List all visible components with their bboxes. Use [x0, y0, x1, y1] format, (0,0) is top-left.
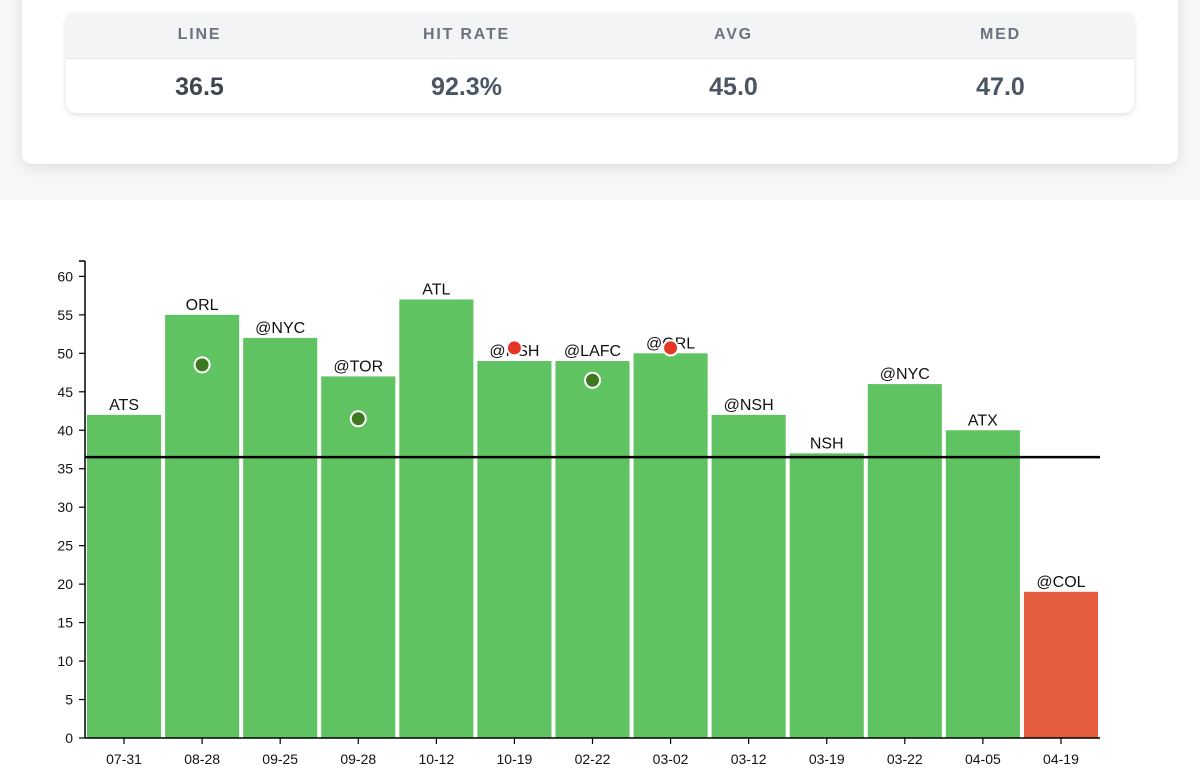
x-tick-label: 03-02 [653, 751, 689, 767]
y-tick-label: 20 [57, 576, 73, 592]
marker-08-28 [193, 356, 211, 374]
bar-label-03-22: @NYC [880, 366, 930, 383]
x-tick-label: 09-25 [262, 751, 298, 767]
bar-09-25 [243, 337, 318, 738]
y-tick-label: 15 [57, 615, 73, 631]
marker-10-19 [505, 339, 523, 357]
bar-label-07-31: ATS [109, 397, 139, 414]
y-tick-label: 40 [57, 422, 73, 438]
x-tick-label: 10-19 [497, 751, 533, 767]
bar-label-04-19: @COL [1036, 574, 1085, 591]
x-tick-label: 02-22 [575, 751, 611, 767]
y-tick-label: 25 [57, 538, 73, 554]
bar-03-02 [633, 353, 708, 738]
marker-09-28 [349, 410, 367, 428]
x-tick-label: 03-22 [887, 751, 923, 767]
stats-header-hit-rate: HIT RATE [423, 26, 510, 43]
stats-table: LINE HIT RATE AVG MED 36.5 92.3% 45.0 47… [66, 12, 1134, 113]
y-tick-label: 10 [57, 653, 73, 669]
bar-label-09-28: @TOR [333, 358, 383, 375]
bar-10-12 [399, 299, 474, 738]
x-tick-label: 04-05 [965, 751, 1001, 767]
marker-03-02 [662, 339, 680, 357]
bar-label-04-05: ATX [968, 412, 998, 429]
stats-header-med: MED [980, 26, 1021, 43]
y-tick-label: 35 [57, 461, 73, 477]
stats-header-row: LINE HIT RATE AVG MED [66, 12, 1134, 59]
bar-label-02-22: @LAFC [564, 343, 621, 360]
bar-label-10-12: ATL [422, 281, 450, 298]
bar-02-22 [555, 361, 630, 738]
y-tick-label: 30 [57, 499, 73, 515]
bar-09-28 [321, 376, 396, 738]
bar-03-12 [711, 414, 786, 738]
chart-container: 0 5 10 15 20 25 30 35 40 45 50 55 60 07-31 08-28 09-25 0… [0, 200, 1200, 782]
y-tick-label: 45 [57, 384, 73, 400]
stats-header-line: LINE [177, 26, 222, 43]
y-tick-label: 0 [65, 730, 73, 746]
bar-label-03-19: NSH [810, 435, 844, 452]
x-tick-label: 10-12 [418, 751, 454, 767]
x-tick-label: 08-28 [184, 751, 220, 767]
bar-label-08-28: ORL [186, 297, 219, 314]
bar-08-28 [165, 314, 240, 738]
bar-03-19 [789, 453, 864, 738]
bar-label-09-25: @NYC [255, 320, 305, 337]
stats-value-hit-rate: 92.3% [431, 72, 502, 101]
bar-04-05 [945, 430, 1020, 738]
bar-07-31 [87, 414, 162, 738]
bar-10-19 [477, 361, 552, 738]
y-tick-label: 60 [57, 268, 73, 284]
stats-header-avg: AVG [714, 26, 753, 43]
bar-label-03-12: @NSH [724, 397, 774, 414]
bar-04-19 [1023, 591, 1098, 738]
stats-value-med: 47.0 [976, 72, 1025, 101]
marker-02-22 [584, 371, 601, 389]
x-tick-label: 03-12 [731, 751, 767, 767]
y-tick-label: 55 [57, 307, 73, 323]
stats-value-line: 36.5 [175, 72, 224, 101]
y-tick-label: 50 [57, 345, 73, 361]
x-tick-label: 04-19 [1043, 751, 1079, 767]
bar-03-22 [867, 384, 942, 738]
stats-value-row: 36.5 92.3% 45.0 47.0 [66, 59, 1134, 113]
x-tick-label: 03-19 [809, 751, 845, 767]
stats-value-avg: 45.0 [709, 72, 758, 101]
x-tick-label: 07-31 [106, 751, 142, 767]
bar-chart: 0 5 10 15 20 25 30 35 40 45 50 55 60 07-31 08-28 09-25 0… [57, 260, 1100, 767]
y-tick-label: 5 [65, 692, 73, 708]
x-tick-label: 09-28 [340, 751, 376, 767]
